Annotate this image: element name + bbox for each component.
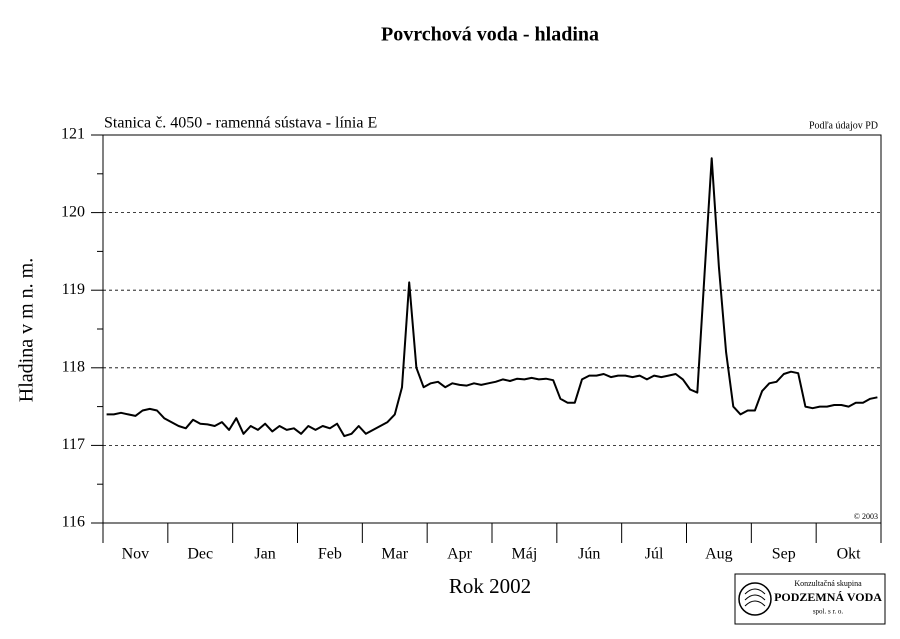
x-tick-label: Jan [254, 546, 275, 563]
chart-title: Povrchová voda - hladina [381, 24, 599, 46]
logo-icon-waves [744, 588, 766, 607]
y-tick-label: 116 [62, 514, 85, 531]
x-axis-label: Rok 2002 [449, 574, 531, 598]
data-line [106, 157, 878, 438]
y-tick-label: 117 [62, 436, 85, 453]
x-tick-label: Mar [381, 546, 408, 563]
logo-frame [734, 573, 886, 625]
y-tick-label: 118 [62, 358, 85, 375]
logo: Konzultačná skupina PODZEMNÁ VODA spol. … [734, 573, 886, 625]
y-tick-label: 121 [61, 126, 85, 143]
x-tick-label: Sep [772, 546, 796, 563]
copyright: © 2003 [854, 512, 878, 521]
x-tick-label: Jún [578, 546, 600, 563]
logo-text: spol. s r. o. [813, 608, 844, 616]
y-tick-label: 119 [62, 281, 85, 298]
subtitle: Stanica č. 4050 - ramenná sústava - líni… [104, 115, 377, 132]
source-note: Podľa údajov PD [809, 120, 878, 131]
x-tick-label: Nov [122, 546, 150, 563]
x-tick-label: Júl [645, 546, 664, 563]
y-axis-label: Hladina v m n. m. [16, 258, 38, 402]
x-tick-label: Feb [318, 546, 342, 563]
x-tick-label: Apr [447, 546, 473, 563]
plot-frame [102, 134, 882, 524]
x-tick-label: Okt [837, 546, 862, 563]
y-tick-label: 120 [61, 203, 85, 220]
x-tick-label: Máj [512, 546, 538, 563]
logo-icon [738, 582, 772, 616]
logo-text: PODZEMNÁ VODA [774, 590, 882, 604]
x-tick-label: Dec [187, 546, 213, 563]
x-tick-label: Aug [705, 546, 733, 563]
logo-text: Konzultačná skupina [794, 579, 862, 588]
